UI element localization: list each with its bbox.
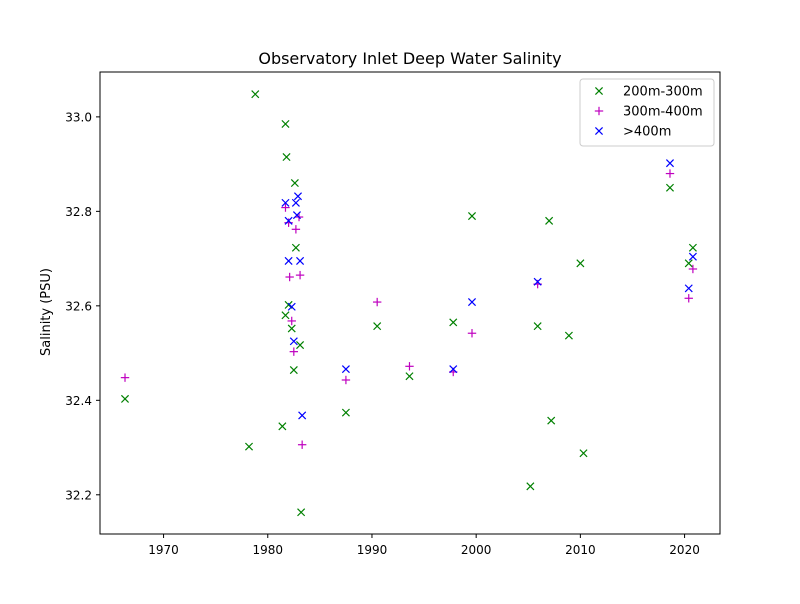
data-point	[292, 211, 301, 220]
series-200m-300m	[120, 90, 697, 517]
data-point	[405, 362, 414, 371]
legend-box	[579, 78, 715, 147]
data-point	[297, 440, 307, 449]
data-point	[665, 159, 675, 168]
y-tick-label: 32.6	[65, 299, 92, 313]
data-point	[278, 422, 287, 431]
legend: 200m-300m 300m-400m >400m	[579, 78, 715, 147]
data-point	[293, 192, 303, 201]
data-point	[298, 411, 307, 420]
data-point	[684, 259, 693, 268]
data-point	[120, 394, 130, 403]
data-point	[281, 119, 290, 128]
data-point	[282, 153, 291, 162]
data-point	[120, 373, 130, 382]
data-point	[284, 256, 293, 265]
data-point	[405, 372, 414, 381]
data-point	[665, 183, 675, 192]
data-point	[533, 322, 542, 331]
data-point	[341, 375, 351, 385]
data-point	[533, 277, 542, 286]
data-point	[287, 302, 296, 311]
data-point	[295, 270, 305, 280]
x-tick-label: 1970	[148, 543, 179, 557]
data-point	[287, 324, 296, 333]
data-point	[467, 212, 477, 221]
data-point	[281, 198, 290, 207]
data-point	[579, 449, 588, 458]
plot-marks	[120, 90, 698, 517]
data-point	[688, 264, 698, 274]
data-point	[373, 322, 382, 331]
data-point	[684, 294, 693, 303]
legend-marker	[594, 86, 604, 96]
data-point	[688, 243, 697, 252]
data-point	[526, 482, 535, 491]
legend-label: 200m-300m	[623, 85, 703, 100]
legend-marker	[594, 106, 604, 116]
data-point	[289, 347, 299, 356]
data-point	[287, 316, 296, 326]
data-point	[251, 90, 260, 99]
data-point	[285, 272, 294, 282]
legend-marker	[594, 126, 604, 136]
data-point	[665, 169, 675, 178]
x-tick-label: 1980	[252, 543, 283, 557]
x-axis-ticks: 1970 1980 1990 2000 2010 2020	[148, 534, 700, 557]
data-point	[564, 331, 573, 340]
data-point	[684, 284, 693, 293]
legend-label: 300m-400m	[623, 105, 703, 120]
data-point	[341, 365, 350, 374]
data-point	[291, 198, 300, 207]
data-point	[547, 416, 556, 425]
data-point	[284, 216, 293, 225]
data-point	[244, 442, 254, 451]
data-point	[467, 329, 477, 338]
y-axis-ticks: 32.2 32.4 32.6 32.8 33.0	[65, 110, 100, 502]
data-point	[372, 297, 382, 307]
legend-label: >400m	[623, 125, 671, 140]
data-point	[291, 225, 301, 234]
data-point	[467, 298, 477, 307]
data-point	[291, 243, 300, 252]
series-300m-400m	[120, 169, 698, 449]
data-point	[576, 259, 585, 268]
y-axis-label: Salinity (PSU)	[39, 268, 54, 356]
chart-title: Observatory Inlet Deep Water Salinity	[258, 49, 561, 68]
data-point	[449, 365, 458, 374]
data-point	[281, 311, 290, 320]
y-tick-label: 32.2	[65, 488, 92, 502]
x-tick-label: 2020	[669, 543, 700, 557]
data-point	[290, 178, 299, 188]
data-point	[289, 337, 298, 346]
plot-frame	[99, 71, 721, 535]
data-point	[281, 203, 290, 212]
x-tick-label: 2000	[461, 543, 492, 557]
data-point	[296, 256, 305, 265]
data-point	[289, 366, 298, 375]
data-point	[284, 218, 293, 227]
data-point	[296, 341, 305, 350]
data-point	[545, 216, 554, 225]
x-tick-label: 1990	[357, 543, 388, 557]
y-tick-label: 32.4	[65, 394, 92, 408]
series->400m	[281, 159, 697, 420]
data-point	[341, 408, 350, 417]
y-tick-label: 33.0	[65, 110, 92, 124]
x-tick-label: 2010	[565, 543, 596, 557]
data-point	[688, 252, 697, 261]
data-point	[449, 318, 458, 327]
data-point	[297, 508, 306, 517]
y-tick-label: 32.8	[65, 205, 92, 219]
